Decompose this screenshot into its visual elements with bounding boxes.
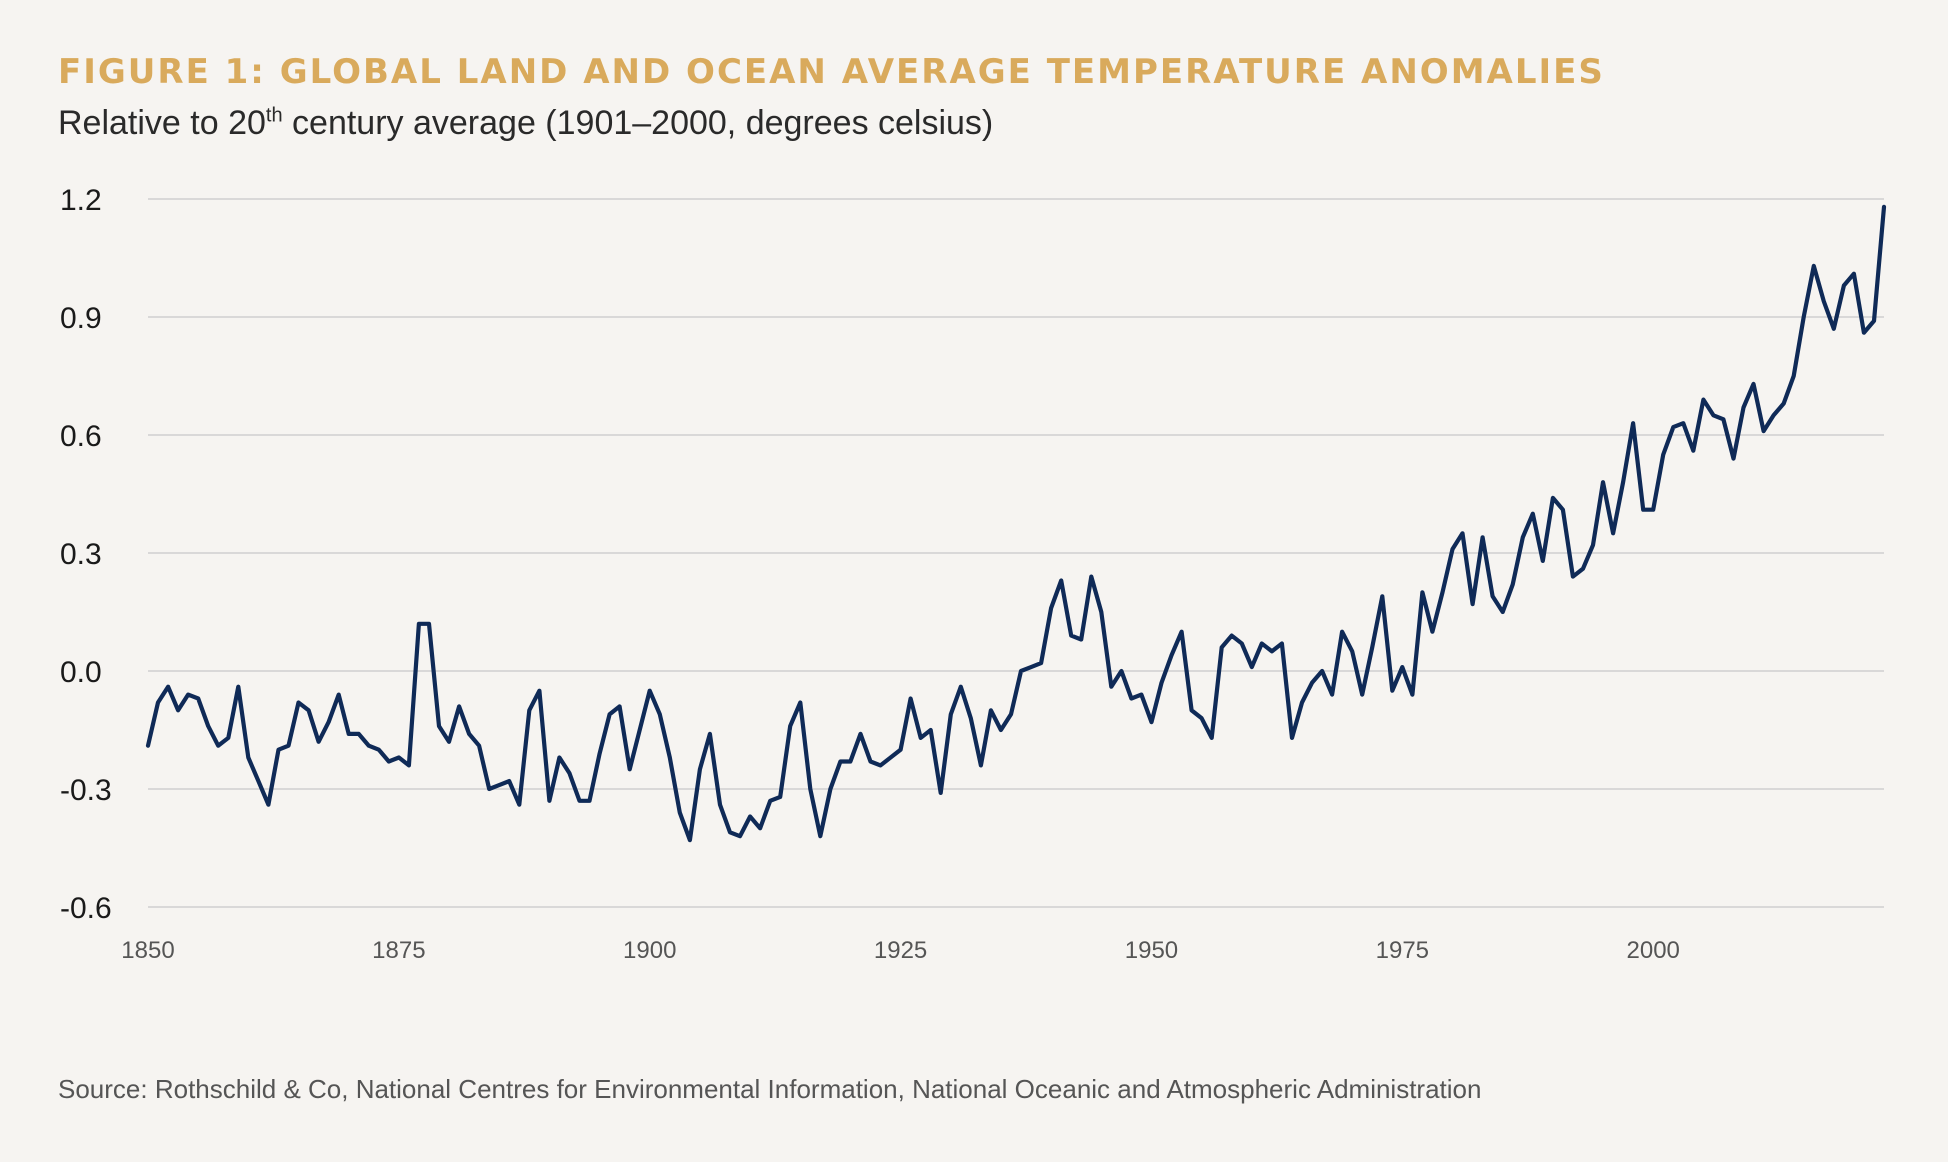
- chart-subtitle: Relative to 20th century average (1901–2…: [58, 104, 993, 143]
- y-tick-label: 1.2: [60, 184, 102, 217]
- x-tick-label: 1925: [874, 937, 927, 964]
- gridlines: [148, 198, 1884, 908]
- x-tick-label: 1975: [1376, 937, 1429, 964]
- series-layer: [145, 204, 1887, 843]
- series-line: [145, 204, 1887, 843]
- y-tick-label: 0.9: [60, 302, 102, 335]
- temperature-chart: -0.6 -0.3 0.0 0.3 0.6 0.9 1.2 1850 1875 1900 1925…: [60, 184, 1887, 964]
- y-tick-label: -0.3: [60, 774, 112, 807]
- x-tick-label: 1850: [121, 937, 174, 964]
- subtitle-superscript: th: [265, 104, 283, 127]
- subtitle-suffix: century average (1901–2000, degrees cels…: [282, 104, 994, 142]
- subtitle-prefix: Relative to 20: [58, 104, 266, 142]
- y-tick-label: 0.3: [60, 538, 102, 571]
- x-axis-ticks: 1850 1875 1900 1925 1950 1975 2000: [121, 937, 1680, 964]
- y-tick-label: 0.6: [60, 420, 102, 453]
- y-tick-label: -0.6: [60, 892, 112, 925]
- x-tick-label: 1900: [623, 937, 676, 964]
- chart-title: FIGURE 1: GLOBAL LAND AND OCEAN AVERAGE …: [58, 52, 1605, 92]
- x-tick-label: 2000: [1627, 937, 1680, 964]
- y-axis-ticks: -0.6 -0.3 0.0 0.3 0.6 0.9 1.2: [60, 184, 112, 925]
- x-tick-label: 1950: [1125, 937, 1178, 964]
- y-tick-label: 0.0: [60, 656, 102, 689]
- x-tick-label: 1875: [372, 937, 425, 964]
- source-note: Source: Rothschild & Co, National Centre…: [58, 1074, 1482, 1104]
